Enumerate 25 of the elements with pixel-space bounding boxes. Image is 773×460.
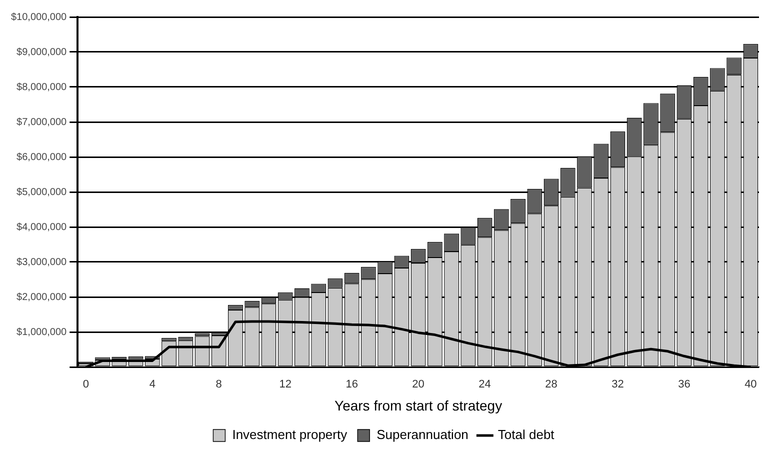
y-tick-label: $8,000,000 (16, 82, 68, 93)
x-tick-label: 0 (82, 378, 89, 391)
y-tick-label: $3,000,000 (16, 256, 68, 268)
x-tick-label: 8 (216, 378, 222, 391)
y-tick-label: $1,000,000 (16, 326, 68, 338)
y-tick-label: $2,000,000 (16, 292, 68, 303)
x-tick-label: 36 (678, 378, 690, 391)
x-tick-label: 12 (279, 378, 292, 391)
y-tick-label: $7,000,000 (16, 116, 68, 128)
x-tick-label: 20 (412, 378, 424, 391)
y-tick-label: $6,000,000 (16, 152, 68, 163)
x-tick-label: 32 (612, 378, 624, 391)
y-tick-label: $5,000,000 (16, 186, 68, 198)
y-tick-label: $4,000,000 (16, 222, 68, 233)
x-tick-label: 28 (545, 378, 558, 391)
x-axis-title: Years from start of strategy (334, 397, 502, 414)
legend-label: Superannuation (376, 427, 468, 442)
y-tick-label: $9,000,000 (16, 46, 68, 58)
x-tick-label: 4 (149, 378, 156, 391)
y-tick-label: $10,000,000 (10, 12, 68, 23)
x-tick-label: 40 (744, 378, 757, 391)
legend-label: Investment property (232, 427, 348, 442)
legend-label: Total debt (498, 427, 555, 442)
x-tick-label: 16 (346, 378, 358, 391)
x-tick-label: 24 (478, 378, 491, 391)
